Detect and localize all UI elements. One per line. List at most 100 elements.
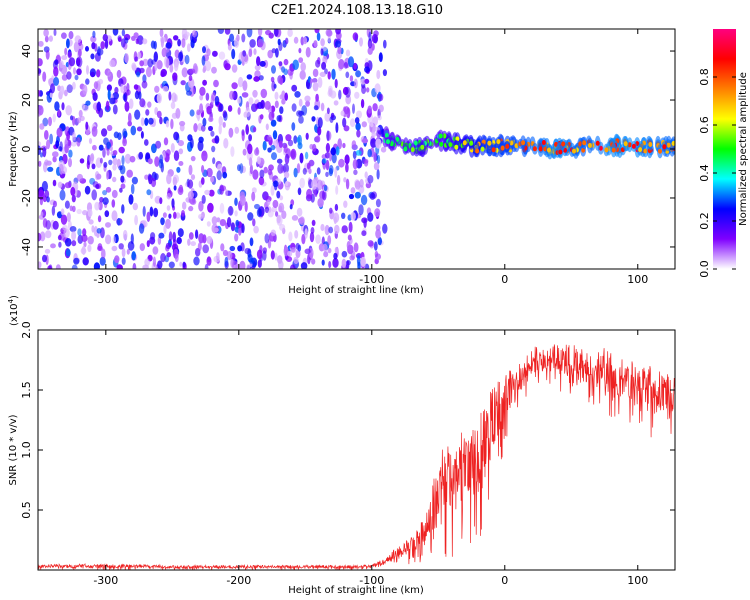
spectrogram-cell (208, 125, 213, 132)
spectrogram-cell (297, 187, 302, 196)
spectrogram-cell (277, 163, 284, 174)
spectrogram-cell (190, 155, 196, 162)
spectrogram-cell (49, 92, 53, 98)
spectrogram-cell (231, 82, 238, 90)
spectrogram-cell (144, 117, 149, 126)
spectrogram-y-tick-label: 40 (20, 44, 33, 58)
spectrogram-cell (235, 219, 240, 227)
spectrogram-cell (284, 92, 289, 101)
spectrogram-cell (288, 231, 293, 242)
spectrogram-cell (213, 79, 219, 88)
spectrogram-cell (108, 159, 113, 166)
spectrogram-cell (334, 40, 342, 48)
spectrogram-cell (160, 37, 164, 48)
spectrogram-x-tick-label: -200 (226, 273, 251, 286)
spectrogram-cell (330, 147, 336, 156)
spectrogram-cell (61, 55, 68, 61)
spectrogram-cell (160, 217, 165, 226)
spectrogram-cell (195, 229, 199, 239)
spectrogram-cell (172, 174, 179, 184)
spectrogram-cell (91, 126, 98, 137)
spectrogram-cell (100, 41, 105, 50)
spectrogram-cell (40, 211, 44, 218)
spectrogram-cell (96, 183, 102, 190)
spectrogram-cell (321, 259, 325, 266)
spectrogram-cell (331, 68, 336, 80)
spectrogram-cell (211, 92, 217, 101)
spectrogram-cell (120, 38, 126, 48)
spectrogram-cell (51, 205, 56, 216)
spectrogram-cell (300, 62, 307, 72)
spectrogram-cell (61, 74, 68, 81)
spectrogram-cell (189, 198, 197, 205)
spectrogram-cell (245, 124, 249, 135)
spectrogram-cell (156, 110, 162, 119)
spectrogram-cell (178, 184, 184, 193)
signal-cell (547, 147, 551, 153)
spectrogram-cell (211, 145, 216, 153)
signal-cell (438, 133, 443, 139)
spectrogram-cell (170, 101, 176, 110)
spectrogram-cell (348, 221, 353, 233)
spectrogram-cell (68, 57, 76, 67)
spectrogram-cell (337, 46, 342, 55)
spectrogram-cell (350, 250, 356, 260)
spectrogram-cell (217, 29, 225, 34)
spectrogram-cell (248, 134, 253, 142)
spectrogram-cell (173, 150, 180, 161)
spectrogram-cell (123, 85, 127, 92)
spectrogram-cell (48, 116, 52, 127)
spectrogram-cell (197, 140, 204, 152)
spectrogram-cell (239, 195, 246, 206)
spectrogram-cell (46, 139, 51, 150)
spectrogram-y-tick-label: -40 (20, 238, 33, 256)
spectrogram-cell (184, 54, 190, 65)
spectrogram-cell (335, 185, 339, 195)
spectrogram-cell (312, 81, 319, 92)
spectrogram-cell (317, 197, 324, 208)
spectrogram-cell (245, 106, 251, 118)
spectrogram-cell (309, 78, 313, 84)
spectrogram-cell (165, 58, 170, 69)
signal-cell (403, 146, 408, 152)
spectrogram-cell (337, 138, 343, 150)
spectrogram-cell (92, 30, 96, 39)
spectrogram-cell (96, 69, 101, 78)
spectrogram-cell (188, 205, 194, 212)
colorbar-tick-label: 0.6 (698, 116, 711, 134)
spectrogram-cell (172, 72, 178, 81)
spectrogram-cell (346, 241, 351, 250)
spectrogram-cell (298, 57, 304, 63)
spectrogram-cell (352, 103, 355, 114)
spectrogram-cell (187, 43, 191, 52)
spectrogram-cell (44, 35, 49, 43)
snr-y-tick-label: 2.0 (20, 321, 33, 339)
spectrogram-cell (338, 89, 342, 100)
spectrogram-cell (145, 109, 150, 116)
spectrogram-cell (210, 130, 215, 137)
spectrogram-cell (270, 229, 276, 237)
colorbar-ticks: 0.0 0.2 0.4 0.6 0.8 (698, 68, 736, 278)
spectrogram-cell (82, 257, 89, 266)
spectrogram-cell (237, 245, 243, 252)
spectrogram-cell (145, 66, 152, 78)
spectrogram-cell (253, 76, 260, 82)
signal-cell (595, 140, 600, 146)
spectrogram-cell (78, 109, 83, 118)
spectrogram-cell (112, 29, 119, 36)
spectrogram-cell (176, 237, 182, 245)
spectrogram-cell (315, 93, 319, 102)
spectrogram-cell (234, 233, 239, 242)
spectrogram-cell (82, 210, 88, 216)
spectrogram-cell (310, 227, 315, 234)
spectrogram-cell (208, 189, 215, 197)
spectrogram-cell (94, 201, 100, 211)
signal-cell (623, 141, 628, 147)
signal-cell (582, 140, 587, 146)
spectrogram-cell (198, 201, 204, 212)
spectrogram-cell (285, 37, 289, 45)
spectrogram-cell (106, 148, 110, 156)
spectrogram-cell (68, 157, 72, 168)
spectrogram-cell (248, 157, 253, 167)
spectrogram-cell (181, 67, 188, 78)
